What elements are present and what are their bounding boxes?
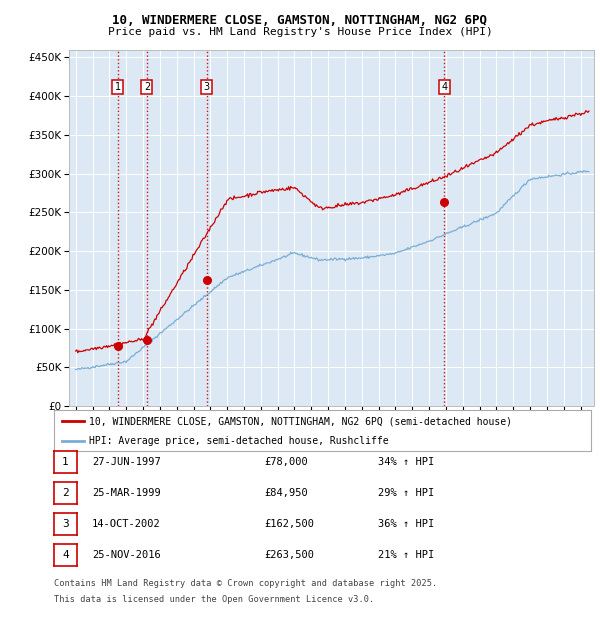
Text: Price paid vs. HM Land Registry's House Price Index (HPI): Price paid vs. HM Land Registry's House … (107, 27, 493, 37)
Text: 25-MAR-1999: 25-MAR-1999 (92, 488, 161, 498)
Text: £162,500: £162,500 (264, 519, 314, 529)
Text: 2: 2 (62, 488, 69, 498)
Text: 34% ↑ HPI: 34% ↑ HPI (378, 457, 434, 467)
Text: Contains HM Land Registry data © Crown copyright and database right 2025.: Contains HM Land Registry data © Crown c… (54, 578, 437, 588)
Text: 4: 4 (62, 550, 69, 560)
Text: 10, WINDERMERE CLOSE, GAMSTON, NOTTINGHAM, NG2 6PQ: 10, WINDERMERE CLOSE, GAMSTON, NOTTINGHA… (113, 14, 487, 27)
Text: 3: 3 (204, 82, 210, 92)
Text: 25-NOV-2016: 25-NOV-2016 (92, 550, 161, 560)
Text: 10, WINDERMERE CLOSE, GAMSTON, NOTTINGHAM, NG2 6PQ (semi-detached house): 10, WINDERMERE CLOSE, GAMSTON, NOTTINGHA… (89, 416, 512, 427)
Text: £263,500: £263,500 (264, 550, 314, 560)
Text: This data is licensed under the Open Government Licence v3.0.: This data is licensed under the Open Gov… (54, 595, 374, 604)
Text: 4: 4 (441, 82, 448, 92)
Text: £78,000: £78,000 (264, 457, 308, 467)
Text: 36% ↑ HPI: 36% ↑ HPI (378, 519, 434, 529)
Text: 27-JUN-1997: 27-JUN-1997 (92, 457, 161, 467)
Text: HPI: Average price, semi-detached house, Rushcliffe: HPI: Average price, semi-detached house,… (89, 436, 389, 446)
Text: 14-OCT-2002: 14-OCT-2002 (92, 519, 161, 529)
Text: 21% ↑ HPI: 21% ↑ HPI (378, 550, 434, 560)
Text: £84,950: £84,950 (264, 488, 308, 498)
Text: 1: 1 (62, 457, 69, 467)
Text: 29% ↑ HPI: 29% ↑ HPI (378, 488, 434, 498)
Text: 3: 3 (62, 519, 69, 529)
Text: 1: 1 (115, 82, 121, 92)
Text: 2: 2 (144, 82, 150, 92)
